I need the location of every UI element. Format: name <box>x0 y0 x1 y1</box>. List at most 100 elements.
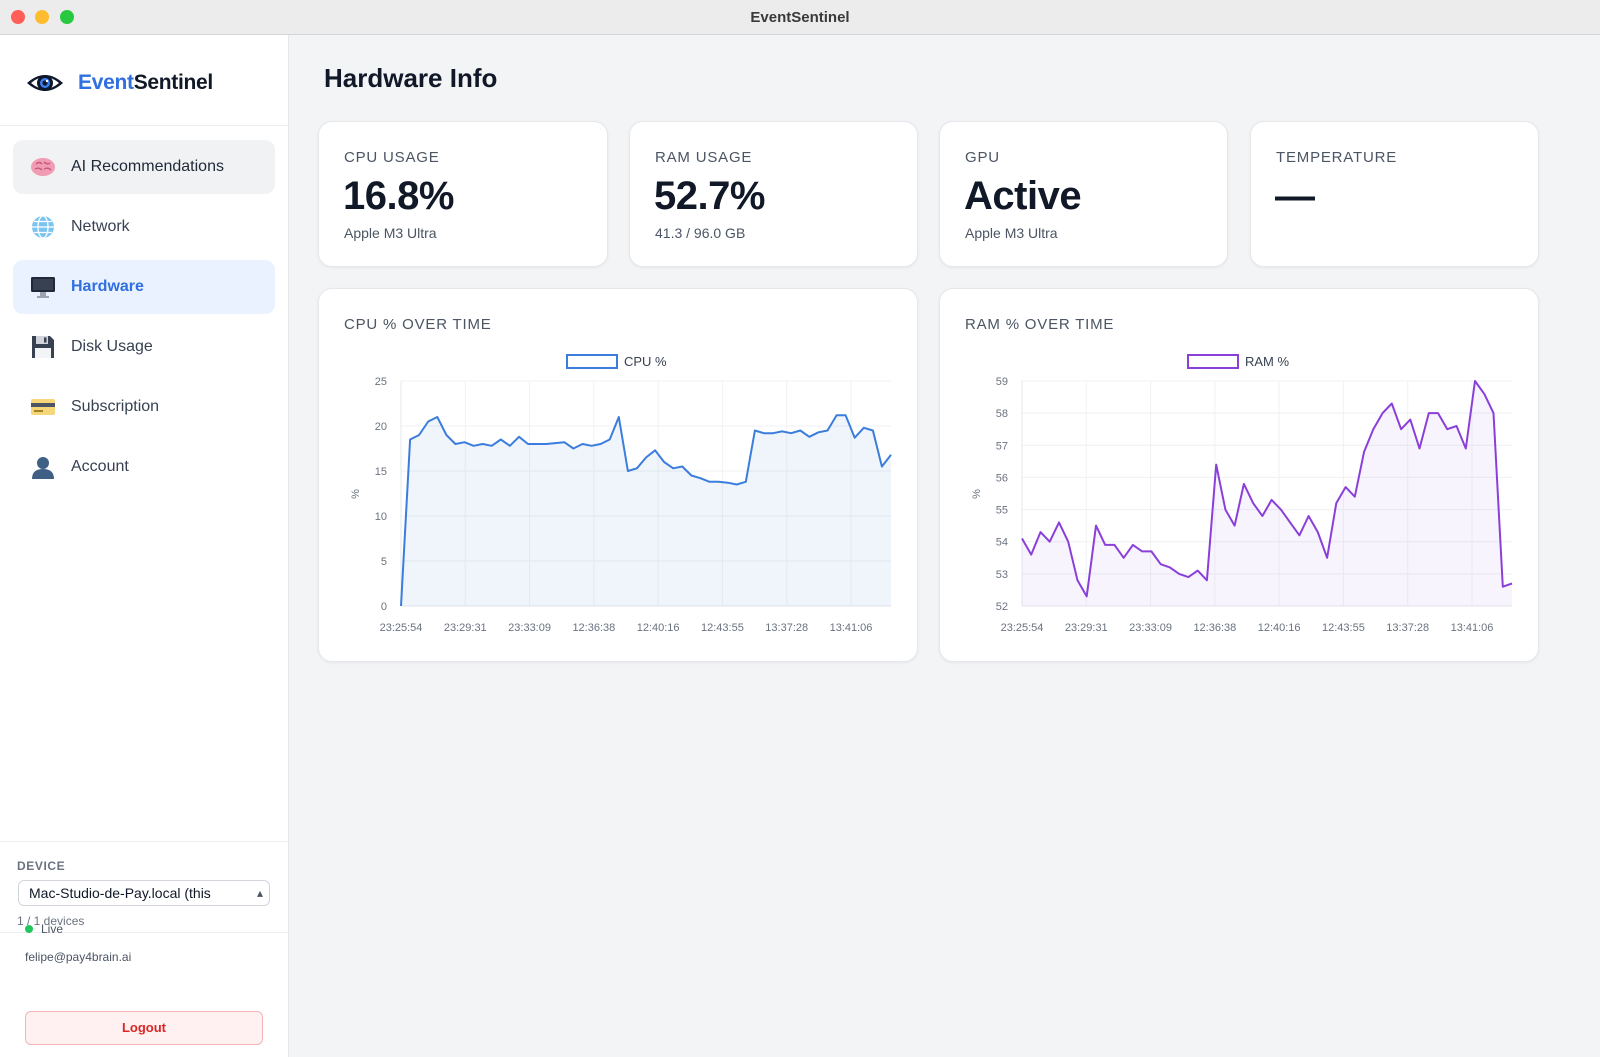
eye-logo-icon <box>27 75 63 91</box>
device-count: 1 / 1 devices <box>17 914 85 928</box>
legend-swatch <box>1187 354 1239 369</box>
sidebar-item-ai-recommendations[interactable]: AI Recommendations <box>13 140 275 194</box>
live-status-label: Live <box>41 922 64 936</box>
device-section: DEVICE Mac-Studio-de-Pay.local (this ▴▾ … <box>0 841 288 933</box>
stat-label: GPU <box>965 149 1000 166</box>
sidebar-item-subscription[interactable]: Subscription <box>13 380 275 434</box>
page-title: Hardware Info <box>324 63 498 93</box>
x-tick-label: 23:29:31 <box>1065 622 1108 634</box>
sidebar-item-disk-usage[interactable]: Disk Usage <box>13 320 275 374</box>
live-dot-icon <box>25 925 33 933</box>
title-bar: EventSentinel <box>0 0 1600 35</box>
chart-title: CPU % OVER TIME <box>344 316 492 333</box>
window-title: EventSentinel <box>750 9 850 26</box>
series-area <box>1022 381 1512 606</box>
brand-name-prefix: Event <box>78 71 134 94</box>
stat-label: RAM USAGE <box>655 149 753 166</box>
brand-divider <box>0 125 288 126</box>
y-tick-label: 53 <box>996 569 1008 581</box>
ram-chart-card: RAM % OVER TIME 52 53 54 55 56 57 58 59 23:25:54… <box>939 288 1539 662</box>
x-tick-label: 23:29:31 <box>444 622 487 634</box>
stat-value: 52.7% <box>654 174 765 218</box>
minimize-window-button[interactable] <box>35 10 49 24</box>
stat-label: CPU USAGE <box>344 149 440 166</box>
y-tick-label: 20 <box>375 421 387 433</box>
series-area <box>401 415 891 606</box>
stat-subtext: Apple M3 Ultra <box>344 225 437 241</box>
y-tick-label: 52 <box>996 601 1008 613</box>
y-tick-label: 57 <box>996 440 1008 452</box>
y-tick-label: 59 <box>996 376 1008 388</box>
x-tick-label: 12:36:38 <box>572 622 615 634</box>
y-tick-label: 15 <box>375 466 387 478</box>
credit-card-icon <box>29 393 57 421</box>
chevron-up-down-icon: ▴▾ <box>256 886 263 900</box>
y-tick-label: 55 <box>996 505 1008 517</box>
stat-value: Active <box>964 174 1082 218</box>
x-tick-label: 23:33:09 <box>1129 622 1172 634</box>
x-tick-label: 12:40:16 <box>1258 622 1301 634</box>
x-tick-label: 12:40:16 <box>637 622 680 634</box>
y-tick-label: 10 <box>375 511 387 523</box>
y-tick-label: 58 <box>996 408 1008 420</box>
sidebar-item-label: Subscription <box>71 398 160 415</box>
y-tick-label: 0 <box>381 601 387 613</box>
sidebar-item-label: Network <box>71 218 130 235</box>
stat-subtext: Apple M3 Ultra <box>965 225 1058 241</box>
y-tick-label: 56 <box>996 472 1008 484</box>
legend-label: CPU % <box>624 354 667 369</box>
ram-line-chart: 52 53 54 55 56 57 58 59 23:25:54 23:29:31 23:33:09… <box>971 354 1513 634</box>
close-window-button[interactable] <box>11 10 25 24</box>
floppy-disk-icon <box>29 333 57 361</box>
sidebar-item-network[interactable]: Network <box>13 200 275 254</box>
main-content: Hardware Info CPU USAGE 16.8% Apple M3 U… <box>289 35 1600 1057</box>
sidebar-item-hardware[interactable]: Hardware <box>13 260 275 314</box>
chart-title: RAM % OVER TIME <box>965 316 1115 333</box>
device-select-value: Mac-Studio-de-Pay.local (this <box>29 885 211 901</box>
device-caption: DEVICE <box>17 859 66 873</box>
x-tick-label: 23:25:54 <box>380 622 423 634</box>
ram-usage-card: RAM USAGE 52.7% 41.3 / 96.0 GB <box>629 121 918 267</box>
stat-subtext: 41.3 / 96.0 GB <box>655 225 746 241</box>
brain-icon <box>29 153 57 181</box>
y-axis-label: % <box>971 489 983 499</box>
monitor-icon <box>29 273 57 301</box>
x-tick-label: 13:37:28 <box>765 622 808 634</box>
sidebar-item-label: Account <box>71 458 129 475</box>
brand-name-suffix: Sentinel <box>133 71 214 94</box>
x-tick-label: 13:41:06 <box>1451 622 1494 634</box>
stat-label: TEMPERATURE <box>1276 149 1398 166</box>
y-tick-label: 5 <box>381 556 387 568</box>
x-tick-label: 23:25:54 <box>1001 622 1044 634</box>
legend-label: RAM % <box>1245 354 1290 369</box>
temperature-card: TEMPERATURE — <box>1250 121 1539 267</box>
x-tick-label: 12:43:55 <box>1322 622 1365 634</box>
cpu-usage-card: CPU USAGE 16.8% Apple M3 Ultra <box>318 121 608 267</box>
sidebar-nav: AI Recommendations Network Hardware Disk… <box>13 140 275 500</box>
x-tick-label: 23:33:09 <box>508 622 551 634</box>
sidebar-item-account[interactable]: Account <box>13 440 275 494</box>
sidebar: EventSentinel AI Recommendations Network <box>0 35 289 1057</box>
x-tick-label: 13:37:28 <box>1386 622 1429 634</box>
globe-icon <box>29 213 57 241</box>
sidebar-item-label: Disk Usage <box>71 338 153 355</box>
sidebar-item-label: Hardware <box>71 278 144 295</box>
y-axis-label: % <box>350 489 362 499</box>
x-tick-label: 12:36:38 <box>1193 622 1236 634</box>
stat-value: 16.8% <box>343 174 454 218</box>
cpu-chart-card: CPU % OVER TIME 0 5 10 15 20 25 23:25:54 23:29:… <box>318 288 918 662</box>
brand: EventSentinel <box>26 65 213 101</box>
x-tick-label: 13:41:06 <box>830 622 873 634</box>
maximize-window-button[interactable] <box>60 10 74 24</box>
gpu-card: GPU Active Apple M3 Ultra <box>939 121 1228 267</box>
sidebar-item-label: AI Recommendations <box>71 158 224 175</box>
live-status: Live <box>25 922 63 936</box>
device-select[interactable]: Mac-Studio-de-Pay.local (this ▴▾ <box>18 880 270 906</box>
stat-value: — <box>1275 174 1315 218</box>
cpu-line-chart: 0 5 10 15 20 25 23:25:54 23:29:31 23:33:09 12:36:… <box>350 354 892 634</box>
series-line <box>1021 380 1513 598</box>
x-tick-label: 12:43:55 <box>701 622 744 634</box>
logout-button[interactable]: Logout <box>25 1011 263 1045</box>
brand-name: EventSentinel <box>78 71 213 95</box>
y-tick-label: 25 <box>375 376 387 388</box>
